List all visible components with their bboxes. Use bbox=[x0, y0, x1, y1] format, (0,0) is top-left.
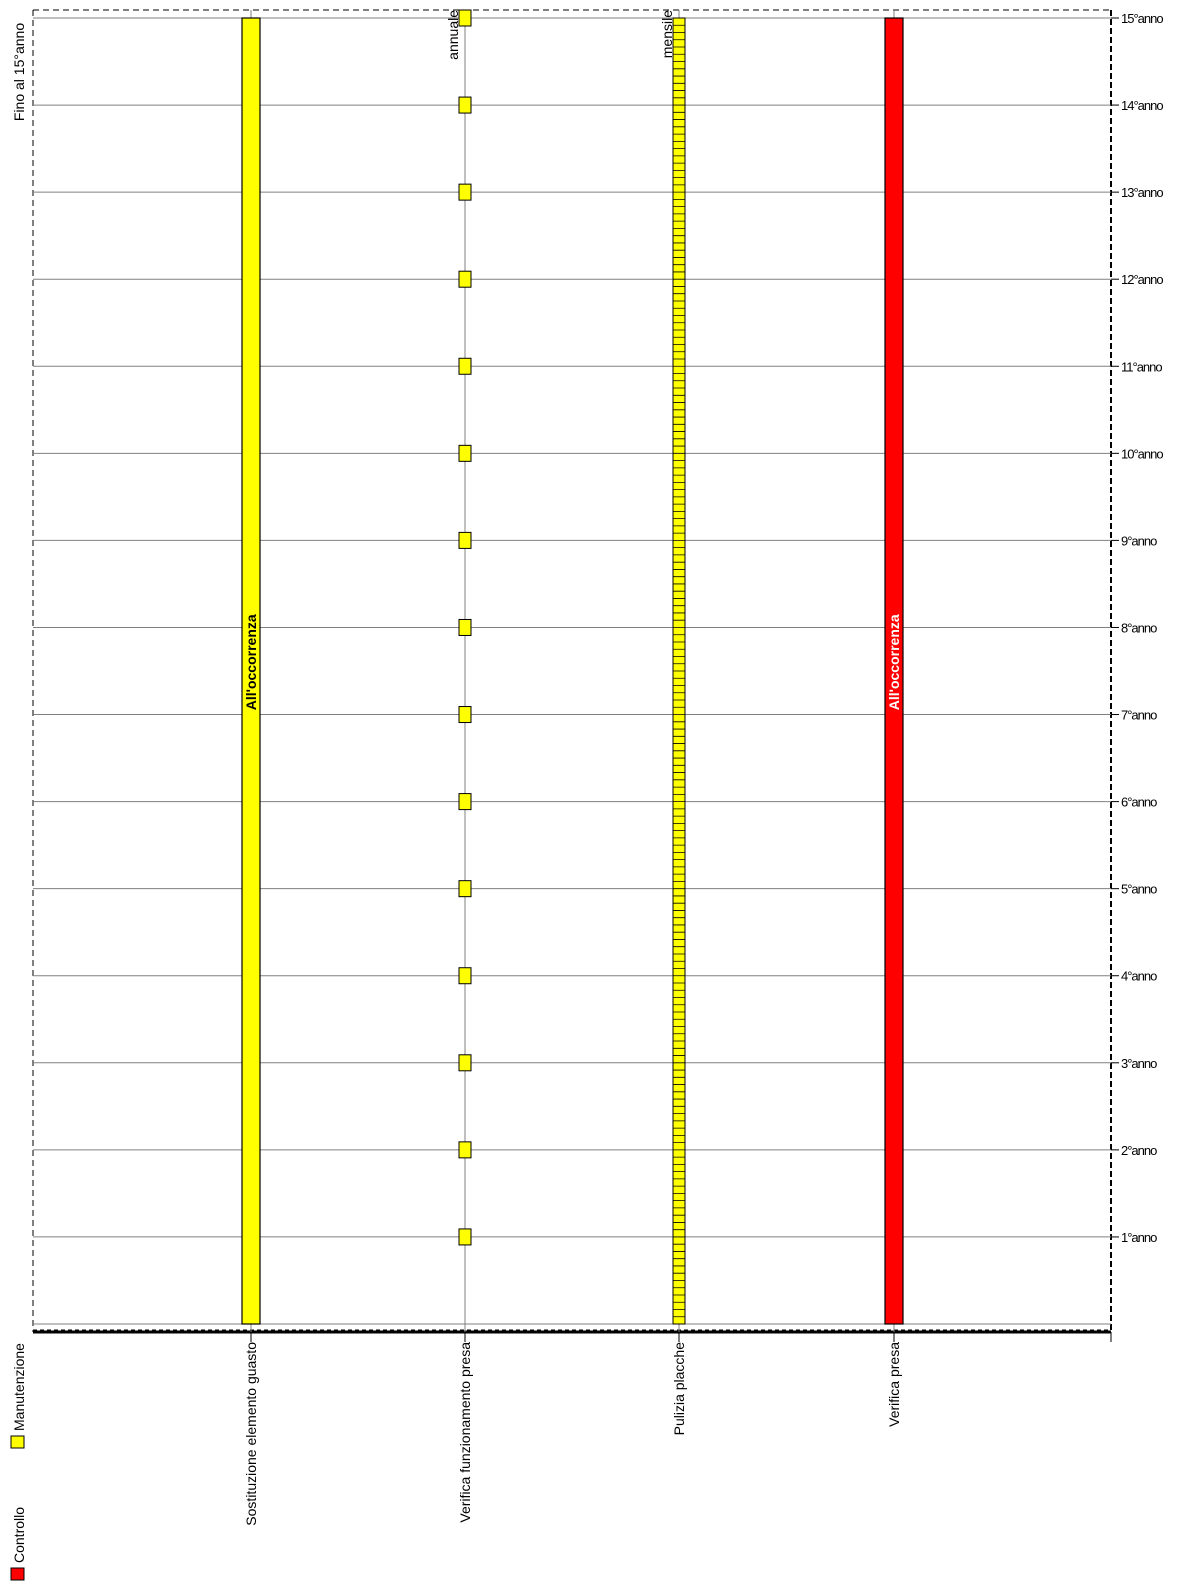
bars: All'occorrenza annuale mensile All'occorren… bbox=[241, 9, 904, 1325]
legend: Controllo Manutenzione bbox=[10, 1343, 27, 1581]
y-tick-label: 9°anno bbox=[1121, 533, 1157, 548]
event-marker bbox=[458, 967, 472, 985]
y-tick-label: 13°anno bbox=[1121, 185, 1163, 200]
period-label: Fino al 15°anno bbox=[11, 23, 27, 121]
y-tick-label: 12°anno bbox=[1121, 272, 1163, 287]
event-marker bbox=[458, 270, 472, 288]
event-marker bbox=[458, 618, 472, 636]
category-labels: Sostituzione elemento guasto Verifica fun… bbox=[243, 1342, 902, 1526]
event-marker bbox=[458, 357, 472, 375]
y-tick-label: 11°anno bbox=[1121, 359, 1162, 374]
y-tick-label: 3°anno bbox=[1121, 1056, 1157, 1071]
event-marker bbox=[458, 96, 472, 114]
category-label: Verifica presa bbox=[886, 1342, 902, 1427]
bar-label: All'occorrenza bbox=[243, 614, 259, 710]
event-marker bbox=[458, 1054, 472, 1072]
y-tick-label: 8°anno bbox=[1121, 620, 1157, 635]
y-tick-label: 7°anno bbox=[1121, 708, 1157, 723]
event-marker bbox=[458, 706, 472, 724]
category-label: Sostituzione elemento guasto bbox=[243, 1342, 259, 1526]
legend-label: Controllo bbox=[11, 1507, 27, 1563]
frequency-label: annuale bbox=[445, 10, 461, 60]
category-label: Verifica funzionamento presa bbox=[457, 1342, 473, 1523]
bar-divisions bbox=[673, 24, 685, 1318]
event-marker bbox=[458, 793, 472, 811]
y-tick-label: 2°anno bbox=[1121, 1143, 1157, 1158]
legend-swatch bbox=[10, 1435, 25, 1449]
y-tick-label: 1°anno bbox=[1121, 1230, 1157, 1245]
legend-label: Manutenzione bbox=[11, 1343, 27, 1431]
event-marker bbox=[458, 183, 472, 201]
event-marker bbox=[458, 1228, 472, 1246]
category-label: Pulizia placche bbox=[671, 1342, 687, 1436]
y-tick-label: 15°anno bbox=[1121, 11, 1163, 26]
event-marker bbox=[458, 1141, 472, 1159]
grid-lines bbox=[33, 10, 1119, 1342]
y-tick-label: 6°anno bbox=[1121, 795, 1157, 810]
event-marker bbox=[458, 444, 472, 462]
bar-3 bbox=[884, 17, 904, 1325]
plot-frame bbox=[32, 9, 1112, 1334]
y-tick-label: 10°anno bbox=[1121, 446, 1163, 461]
bar-0 bbox=[241, 17, 261, 1325]
frequency-label: mensile bbox=[659, 10, 675, 58]
legend-swatch bbox=[10, 1567, 25, 1581]
y-tick-label: 4°anno bbox=[1121, 969, 1157, 984]
y-tick-label: 5°anno bbox=[1121, 882, 1157, 897]
event-marker bbox=[458, 9, 472, 27]
y-tick-labels: 1°anno 2°anno 3°anno 4°anno 5°anno 6°anno 7°an… bbox=[1121, 11, 1164, 1245]
bar-label: All'occorrenza bbox=[886, 614, 902, 710]
y-tick-label: 14°anno bbox=[1121, 98, 1163, 113]
event-marker bbox=[458, 880, 472, 898]
event-marker bbox=[458, 531, 472, 549]
